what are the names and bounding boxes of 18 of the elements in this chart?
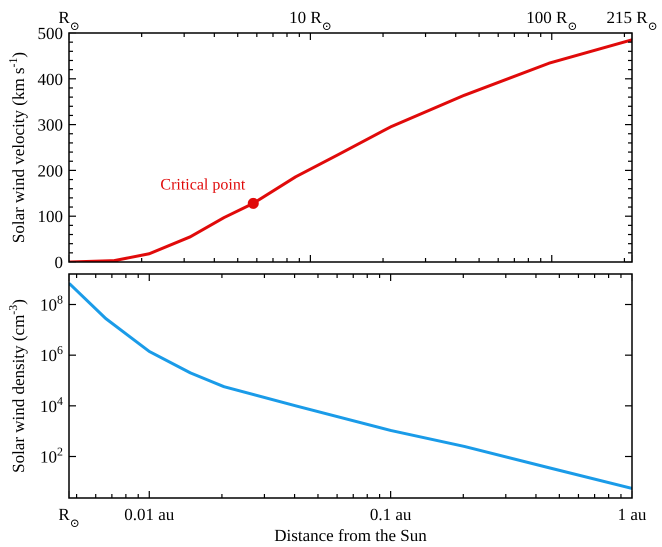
x-axis-title: Distance from the Sun (274, 526, 428, 545)
x-tick-label: 1 au (618, 505, 647, 524)
x-tick-label: 10 R$_{⊙}$ (289, 8, 332, 33)
y-tick-label: 10$^{8}$ (40, 292, 64, 315)
y-tick-label: 10$^{2}$ (40, 444, 64, 466)
y-tick-label: 100 (38, 207, 63, 226)
x-tick-label: 100 R$_{⊙}$ (526, 8, 578, 33)
y-tick-label: 200 (38, 161, 63, 180)
y-tick-label: 10$^{4}$ (40, 394, 64, 416)
y-tick-label: 10$^{6}$ (40, 343, 64, 366)
x-tick-label: 0.1 au (370, 505, 412, 524)
x-tick-label: 215 R$_{⊙}$ (606, 8, 658, 33)
y-tick-label: 0 (54, 253, 63, 272)
x-tick-label: 0.01 au (124, 505, 175, 524)
y-tick-label: 300 (38, 116, 63, 135)
annotation: Critical point (160, 176, 246, 194)
y-tick-label: 400 (38, 70, 63, 89)
x-tick-label: R$_{⊙}$ (58, 505, 80, 530)
